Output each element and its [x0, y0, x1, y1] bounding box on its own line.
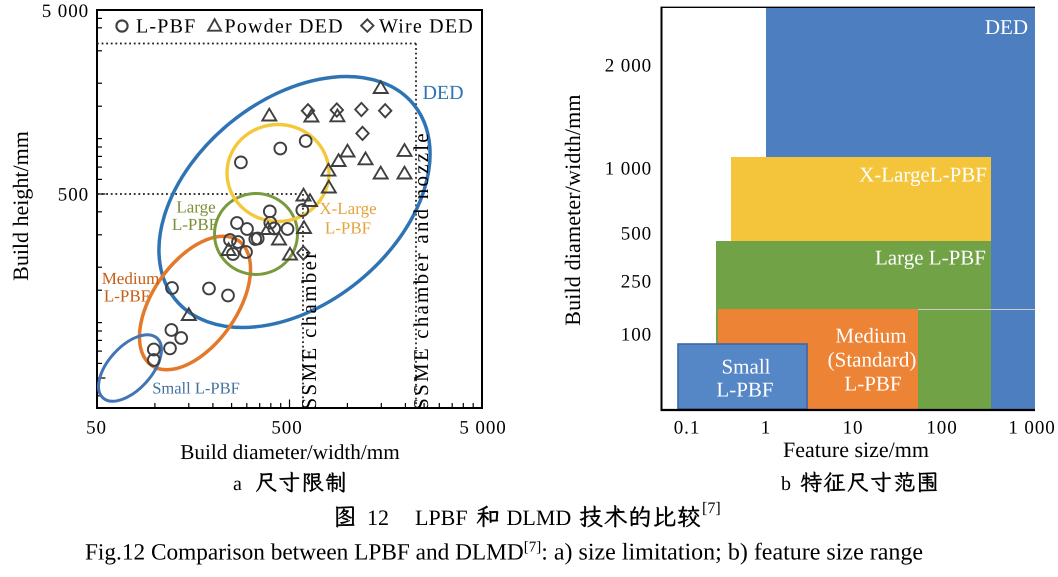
svg-text:Large: Large [176, 198, 215, 217]
svg-text:Build diameter/width/mm: Build diameter/width/mm [560, 94, 585, 325]
svg-text:2 000: 2 000 [605, 56, 652, 77]
svg-text:100: 100 [621, 325, 652, 346]
svg-text:L-PBF: L-PBF [104, 287, 150, 306]
svg-text:SSME chamber: SSME chamber [297, 250, 321, 410]
svg-text:250: 250 [621, 272, 652, 293]
svg-text:1 000: 1 000 [605, 159, 652, 180]
svg-text:Fig.12 Comparison between LPBF: Fig.12 Comparison between LPBF and DLMD[… [85, 540, 923, 566]
svg-text:Feature size/mm: Feature size/mm [783, 437, 929, 462]
svg-text:L-PBF: L-PBF [136, 16, 196, 38]
svg-text:(Standard): (Standard) [828, 348, 917, 372]
svg-text:Medium: Medium [102, 269, 160, 288]
svg-text:1 000: 1 000 [1008, 418, 1055, 439]
svg-text:500: 500 [58, 185, 89, 206]
svg-text:DED: DED [422, 82, 463, 104]
svg-text:500: 500 [271, 418, 302, 439]
svg-text:5 000: 5 000 [459, 418, 506, 439]
svg-text:1: 1 [761, 418, 771, 439]
svg-text:50: 50 [86, 418, 107, 439]
svg-text:L-PBF: L-PBF [325, 219, 371, 238]
svg-text:DED: DED [985, 15, 1028, 39]
svg-text:DLMD: DLMD [507, 505, 572, 530]
svg-text:Small: Small [721, 355, 770, 379]
svg-text:500: 500 [621, 224, 652, 245]
svg-text:SSME chamber and nozzle: SSME chamber and nozzle [409, 131, 433, 410]
svg-text:[7]: [7] [702, 500, 721, 517]
svg-text:L-PBF: L-PBF [844, 372, 901, 396]
svg-text:a: a [233, 473, 242, 495]
svg-text:b: b [781, 473, 791, 495]
svg-text:Small L-PBF: Small L-PBF [152, 379, 240, 398]
svg-text:X-Large: X-Large [319, 199, 376, 218]
svg-text:L-PBF: L-PBF [172, 215, 218, 234]
svg-text:X-LargeL-PBF: X-LargeL-PBF [859, 163, 987, 187]
svg-text:LPBF: LPBF [415, 505, 468, 530]
svg-text:100: 100 [926, 418, 957, 439]
svg-text:Build diameter/width/mm: Build diameter/width/mm [180, 440, 400, 464]
svg-text:0.1: 0.1 [674, 418, 700, 439]
svg-text:Build height/mm: Build height/mm [8, 131, 33, 281]
svg-text:12: 12 [367, 505, 389, 530]
svg-text:5 000: 5 000 [42, 1, 89, 22]
svg-text:Wire DED: Wire DED [379, 16, 474, 38]
svg-text:10: 10 [843, 418, 864, 439]
svg-text:Large L-PBF: Large L-PBF [875, 246, 986, 270]
svg-text:Powder DED: Powder DED [225, 16, 344, 38]
svg-text:L-PBF: L-PBF [716, 378, 773, 402]
svg-text:Medium: Medium [835, 324, 906, 348]
